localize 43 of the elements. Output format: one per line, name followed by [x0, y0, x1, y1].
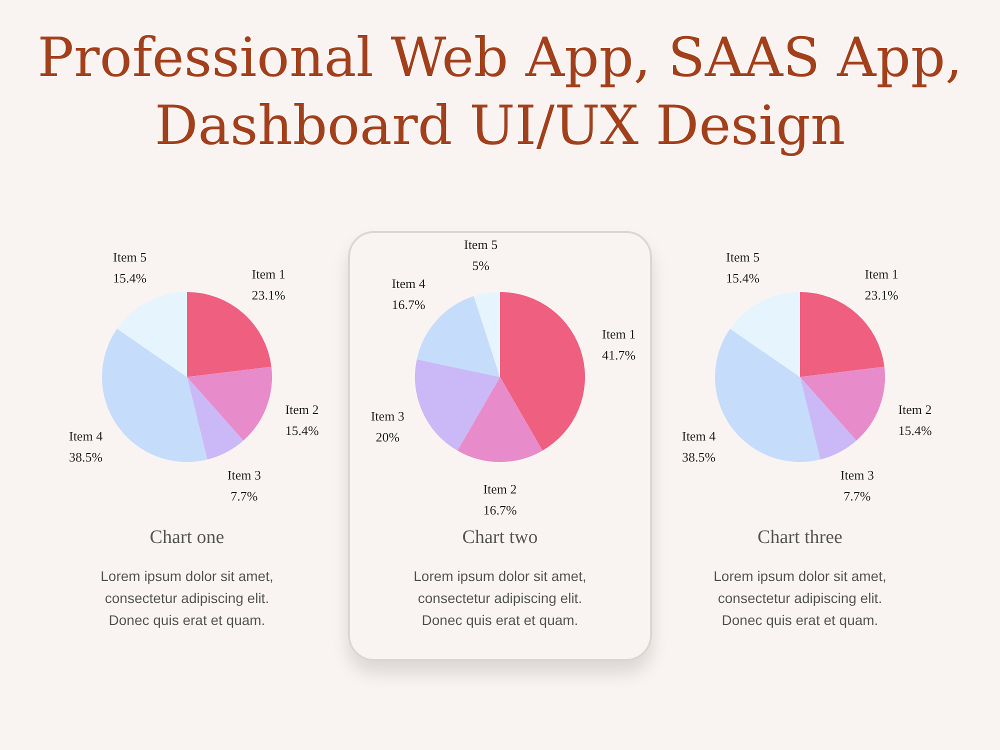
text: Professional Web App, SAAS App, Dashboard UI/UX Design — [36, 25, 964, 159]
data-label: 20% — [376, 429, 400, 444]
data-label: 41.7% — [602, 348, 636, 363]
data-label: 5% — [472, 258, 490, 273]
slice-label: Item 5 — [113, 250, 147, 265]
data-label: 7.7% — [844, 488, 871, 504]
slice-label: Item 5 — [464, 236, 498, 252]
slice-label: Item 3 — [370, 408, 404, 424]
slice-label: Item 5 — [726, 250, 760, 265]
slice-label: Item 4 — [68, 428, 104, 444]
slice-label: Item 1 — [602, 326, 636, 342]
text: Chart two — [461, 527, 539, 549]
text: Donec quis erat et quam. — [720, 611, 880, 630]
slice-label: Item 2 — [483, 481, 517, 496]
text: consectetur adipiscing elit. — [716, 589, 884, 608]
data-label: 23.1% — [252, 287, 286, 302]
slice-label: Item 3 — [840, 467, 874, 482]
data-label: 16.7% — [483, 502, 517, 518]
data-label: 15.4% — [285, 423, 319, 438]
slice-label: Item 3 — [227, 467, 261, 482]
slice-label: Item 1 — [252, 266, 286, 282]
slice-label: Item 1 — [864, 266, 898, 282]
slice-label: Item 4 — [682, 428, 716, 444]
data-label: 15.4% — [898, 423, 932, 438]
slice-label: Item 4 — [392, 276, 426, 292]
text: consectetur adipiscing elit. — [104, 589, 270, 608]
data-label: 15.4% — [113, 270, 147, 286]
data-label: 38.5% — [682, 449, 716, 464]
text: Donec quis erat et quam. — [420, 611, 580, 630]
data-label: 16.7% — [392, 297, 426, 312]
data-label: 7.7% — [230, 488, 258, 504]
slice-label: Item 2 — [285, 402, 319, 418]
data-label: 38.5% — [68, 449, 103, 464]
text: Donec quis erat et quam. — [108, 611, 266, 630]
slice-label: Item 2 — [898, 402, 932, 418]
data-label: 15.4% — [726, 270, 760, 286]
text: consectetur adipiscing elit. — [416, 589, 584, 608]
text: Lorem ipsum dolor sit amet, — [412, 567, 588, 586]
data-label: 23.1% — [864, 287, 899, 302]
text: Lorem ipsum dolor sit amet, — [100, 567, 274, 586]
text: Chart one — [148, 527, 226, 549]
text: Lorem ipsum dolor sit amet, — [712, 567, 888, 586]
text: Chart three — [756, 527, 844, 549]
